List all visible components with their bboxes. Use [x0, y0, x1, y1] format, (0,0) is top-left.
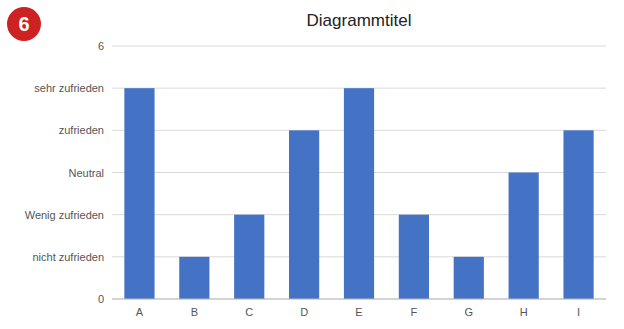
x-tick-label: H	[520, 306, 528, 318]
grid-line	[112, 46, 606, 47]
x-axis: A B C D E F G H I	[136, 306, 580, 318]
chart-title: Diagrammtitel	[307, 11, 412, 30]
bar	[454, 257, 484, 299]
x-tick-label: A	[136, 306, 144, 318]
y-tick-label: zufrieden	[59, 124, 104, 136]
x-axis-line	[112, 299, 606, 300]
bar	[563, 130, 593, 299]
bar	[509, 173, 539, 300]
x-tick-label: C	[245, 306, 253, 318]
y-tick-label: Wenig zufrieden	[25, 209, 104, 221]
x-tick-label: I	[577, 306, 580, 318]
chart-container: Diagrammtitel 0 nicht zufrieden Wenig zufri…	[0, 0, 624, 329]
x-tick-label: D	[300, 306, 308, 318]
bar	[399, 215, 429, 299]
y-tick-label: nicht zufrieden	[32, 251, 104, 263]
x-tick-label: E	[355, 306, 362, 318]
y-tick-label: 0	[98, 293, 104, 305]
bar	[289, 130, 319, 299]
grid-line	[112, 299, 606, 300]
x-tick-label: F	[411, 306, 418, 318]
bar	[234, 215, 264, 299]
y-tick-label: 6	[98, 40, 104, 52]
annotation: 6	[18, 13, 29, 35]
bar	[344, 88, 374, 299]
bar	[124, 88, 154, 299]
bars	[124, 88, 593, 299]
y-tick-label: sehr zufrieden	[34, 82, 104, 94]
x-tick-label: B	[191, 306, 198, 318]
bar	[179, 257, 209, 299]
y-axis: 0 nicht zufrieden Wenig zufrieden Neutral zu…	[25, 40, 606, 305]
badge	[7, 7, 41, 41]
y-tick-label: Neutral	[69, 167, 104, 179]
x-tick-label: G	[464, 306, 473, 318]
chart-svg: Diagrammtitel 0 nicht zufrieden Wenig zufri…	[0, 0, 624, 329]
